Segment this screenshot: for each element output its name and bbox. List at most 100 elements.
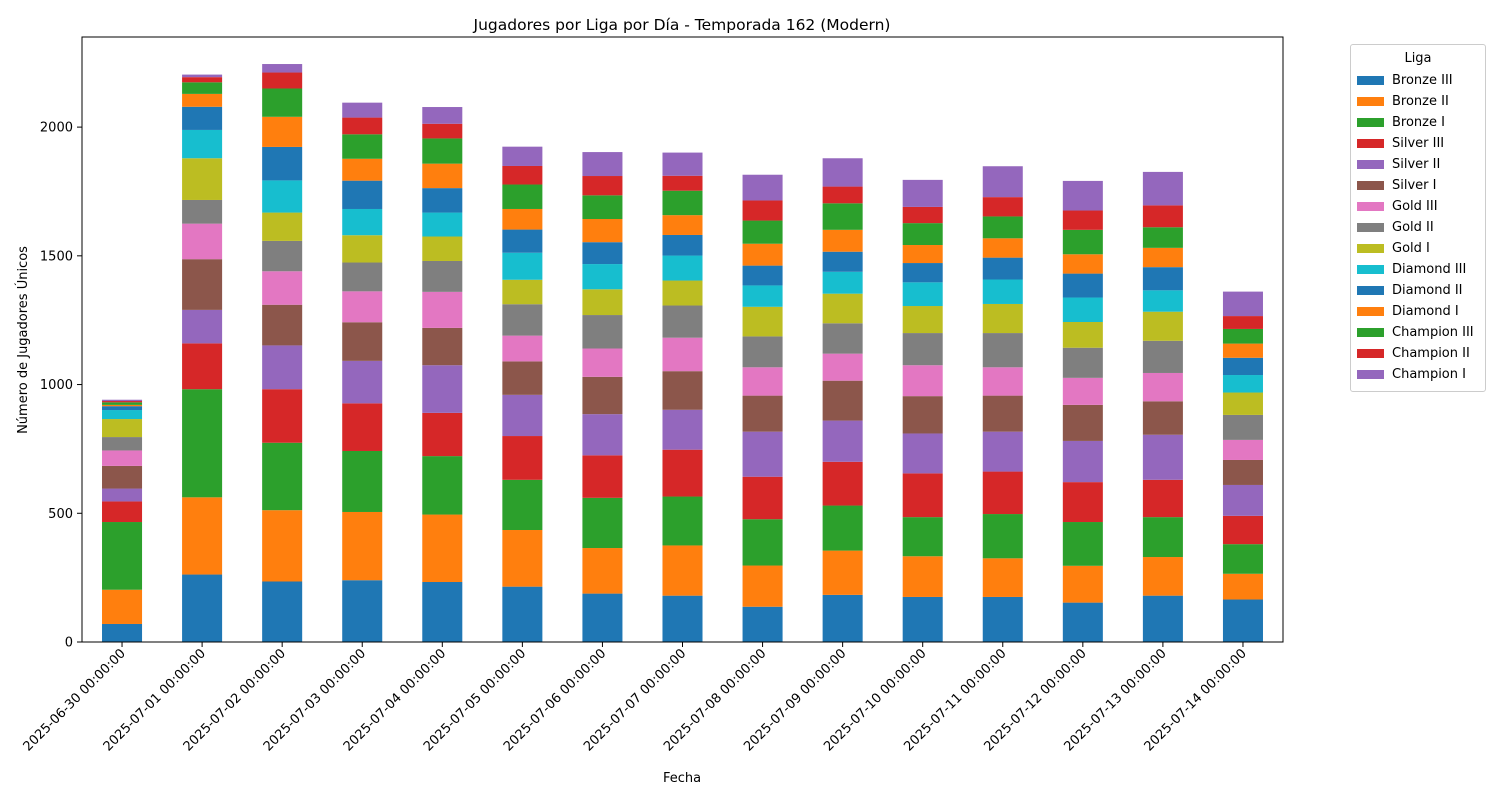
bar-segment (102, 488, 143, 502)
bar-segment (422, 456, 463, 515)
bar-segment (342, 134, 383, 159)
bar-segment (1222, 515, 1263, 545)
bar-segment (262, 88, 303, 117)
bar-segment (1142, 434, 1183, 480)
bar-segment (742, 243, 783, 266)
bar-segment (422, 123, 463, 139)
bar-segment (1062, 482, 1103, 523)
legend-item: Diamond III (1351, 259, 1485, 280)
bar-segment (662, 496, 703, 546)
legend-item: Silver I (1351, 175, 1485, 196)
bar-segment (102, 404, 143, 407)
bar-segment (1222, 599, 1263, 642)
bar-segment (502, 335, 543, 362)
bar-segment (102, 589, 143, 624)
bar-segment (102, 437, 143, 451)
bar-segment (1062, 347, 1103, 378)
bar-segment (1222, 392, 1263, 415)
bar-segment (742, 174, 783, 201)
bar-segment (662, 152, 703, 176)
bar-segment (422, 582, 463, 642)
bar-segment (342, 580, 383, 642)
bar-segment (902, 596, 943, 642)
bar-segment (982, 216, 1023, 239)
bar-segment (182, 129, 223, 159)
bar-segment (582, 195, 623, 220)
bar-segment (902, 223, 943, 246)
bar-segment (182, 309, 223, 344)
bar-segment (982, 303, 1023, 334)
bar-segment (662, 175, 703, 191)
legend-label: Diamond III (1392, 262, 1467, 277)
bar-segment (262, 212, 303, 241)
bar-segment (822, 251, 863, 272)
bar-segment (342, 180, 383, 209)
legend-swatch (1357, 265, 1384, 274)
bar-segment (982, 514, 1023, 559)
bar-segment (262, 64, 303, 73)
bar-segment (1062, 297, 1103, 322)
bar-segment (822, 271, 863, 294)
bar-segment (262, 510, 303, 582)
bar-segment (582, 414, 623, 456)
bar-segment (582, 289, 623, 316)
legend-item: Diamond II (1351, 280, 1485, 301)
bar-segment (262, 72, 303, 89)
bar-segment (982, 257, 1023, 280)
legend-swatch (1357, 244, 1384, 253)
bar-segment (1222, 439, 1263, 460)
bar-segment (1142, 247, 1183, 268)
bar-segment (982, 238, 1023, 258)
bar-segment (982, 471, 1023, 515)
bar-segment (1062, 229, 1103, 255)
legend-item: Bronze I (1351, 112, 1485, 133)
bar-segment (1142, 595, 1183, 642)
bar-segment (1062, 404, 1103, 441)
bar-segment (502, 279, 543, 305)
bar-segment (822, 380, 863, 421)
bar-segment (182, 82, 223, 94)
legend-label: Champion I (1392, 367, 1466, 382)
bar-segment (1062, 321, 1103, 348)
bar-segment (742, 285, 783, 307)
bar-segment (1062, 254, 1103, 274)
bar-segment (1222, 484, 1263, 516)
legend-item: Silver II (1351, 154, 1485, 175)
bar-segment (1142, 372, 1183, 402)
bar-segment (902, 365, 943, 397)
bar-segment (502, 304, 543, 336)
bar-segment (342, 102, 383, 118)
legend: Liga Bronze III Bronze II Bronze I Silver I… (1350, 44, 1486, 392)
legend-label: Gold II (1392, 220, 1434, 235)
bar-segment (502, 394, 543, 437)
bar-segment (822, 186, 863, 204)
bar-segment (342, 208, 383, 236)
legend-label: Champion II (1392, 346, 1470, 361)
bar-segment (1222, 316, 1263, 329)
bar-segment (182, 74, 223, 78)
bar-segment (182, 389, 223, 498)
bar-segment (662, 409, 703, 450)
bar-segment (582, 264, 623, 290)
bar-segment (582, 315, 623, 349)
bar-segment (342, 117, 383, 135)
bar-segment (662, 545, 703, 596)
bar-segment (1142, 557, 1183, 596)
bar-segment (102, 401, 143, 403)
bar-segment (902, 333, 943, 366)
legend-label: Gold I (1392, 241, 1430, 256)
bar-segment (342, 450, 383, 512)
bar-segment (662, 255, 703, 281)
bar-segment (182, 497, 223, 575)
bar-segment (342, 403, 383, 451)
legend-item: Gold II (1351, 217, 1485, 238)
bar-segment (102, 522, 143, 590)
legend-label: Bronze III (1392, 73, 1453, 88)
bar-segment (1142, 401, 1183, 435)
bar-segment (182, 343, 223, 390)
bar-segment (342, 262, 383, 292)
bar-segment (982, 395, 1023, 432)
bar-segment (902, 179, 943, 207)
bar-segment (662, 190, 703, 216)
bar-segment (1142, 290, 1183, 312)
